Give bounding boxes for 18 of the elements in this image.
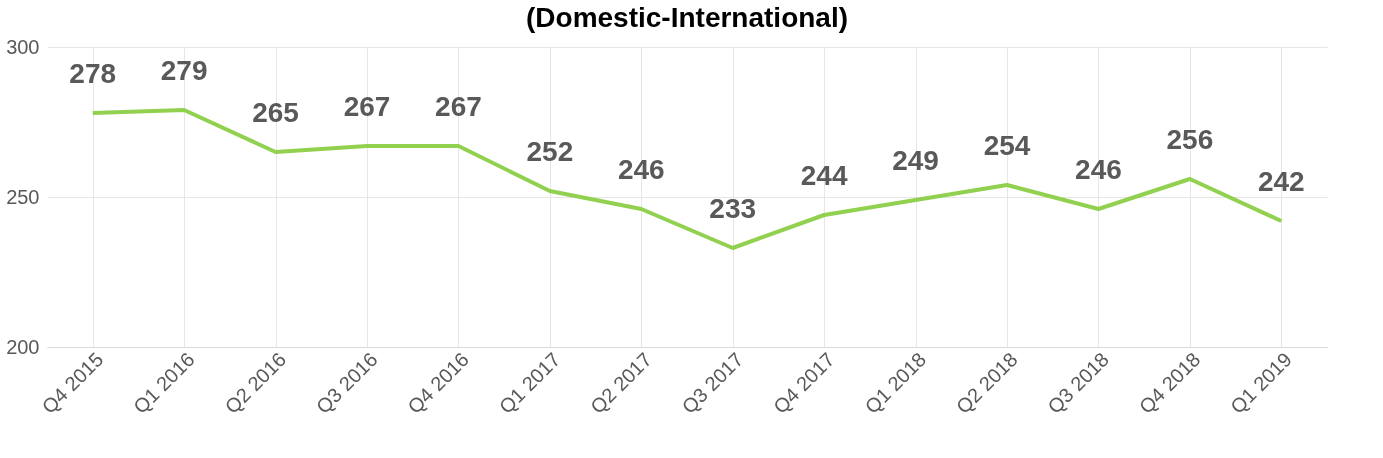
data-label: 233 [709,193,757,224]
data-label: 249 [892,145,939,176]
data-label: 242 [1257,166,1305,197]
data-label: 267 [435,91,482,122]
data-label: 246 [1075,154,1122,185]
data-label: 246 [617,154,665,185]
data-label: 278 [69,58,117,89]
data-label: 279 [160,55,208,86]
y-tick-label: 300 [6,35,40,58]
data-label: 267 [343,91,391,122]
data-label: 254 [983,130,1031,161]
data-label: 256 [1166,124,1214,155]
data-label: 244 [800,160,848,191]
y-tick-label: 200 [6,335,40,358]
data-label: 252 [526,136,574,167]
chart-title: (Domestic-International) [525,2,849,33]
y-tick-label: 250 [6,185,40,208]
data-label: 265 [252,97,299,128]
